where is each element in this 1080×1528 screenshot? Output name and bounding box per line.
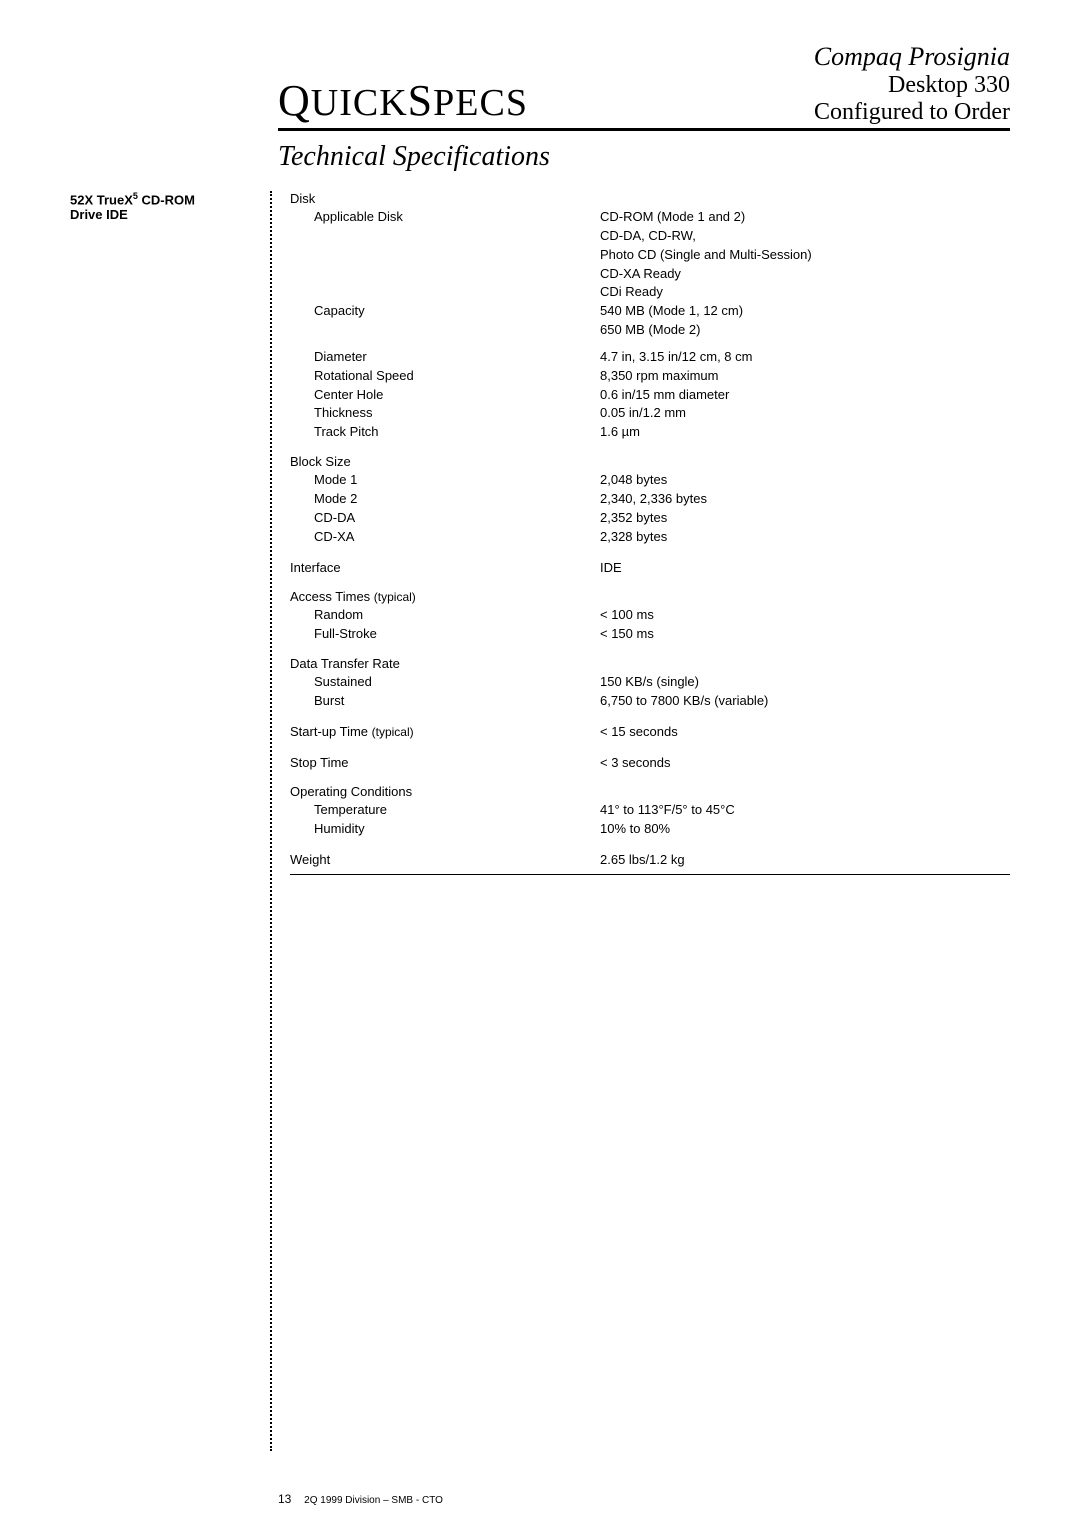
section-title: Technical Specifications [278,141,1010,173]
label-thickness: Thickness [290,404,600,423]
group-disk: Disk [290,191,1010,206]
product-config: Configured to Order [814,99,1010,126]
value-startup: < 15 seconds [600,723,1010,742]
row-center-hole: Center Hole0.6 in/15 mm diameter [290,386,1010,405]
label-startup: Start-up Time (typical) [290,723,600,742]
row-thickness: Thickness0.05 in/1.2 mm [290,404,1010,423]
brand-s: S [408,76,433,125]
group-dtr: Data Transfer Rate [290,656,1010,671]
cap-line-0: 540 MB (Mode 1, 12 cm) [600,302,1010,321]
sidebar-title-post: CD-ROM [138,192,195,207]
value-diameter: 4.7 in, 3.15 in/12 cm, 8 cm [600,348,1010,367]
row-temperature: Temperature41° to 113°F/5° to 45°C [290,801,1010,820]
value-sustained: 150 KB/s (single) [600,673,1010,692]
startup-label-pre: Start-up Time [290,724,372,739]
row-random: Random< 100 ms [290,606,1010,625]
row-applicable-disk: Applicable Disk CD-ROM (Mode 1 and 2) CD… [290,208,1010,302]
sidebar-title-line2: Drive IDE [70,207,262,222]
access-label-pre: Access Times [290,589,374,604]
row-stop: Stop Time< 3 seconds [290,754,1010,773]
value-interface: IDE [600,559,1010,578]
label-cdda: CD-DA [290,509,600,528]
row-mode1: Mode 12,048 bytes [290,471,1010,490]
label-temperature: Temperature [290,801,600,820]
brand-q: Q [278,76,311,125]
label-stop: Stop Time [290,754,600,773]
row-cdxa: CD-XA2,328 bytes [290,528,1010,547]
footer-text: 2Q 1999 Division – SMB - CTO [304,1495,443,1506]
row-humidity: Humidity10% to 80% [290,820,1010,839]
sidebar-component-title: 52X TrueX5 CD-ROM Drive IDE [70,191,270,1451]
value-burst: 6,750 to 7800 KB/s (variable) [600,692,1010,711]
label-sustained: Sustained [290,673,600,692]
row-sustained: Sustained150 KB/s (single) [290,673,1010,692]
value-thickness: 0.05 in/1.2 mm [600,404,1010,423]
startup-label-annot: (typical) [372,725,414,739]
page-header: QUICKSPECS Compaq Prosignia Desktop 330 … [278,42,1010,131]
group-access-times: Access Times (typical) [290,589,1010,604]
label-center-hole: Center Hole [290,386,600,405]
row-full-stroke: Full-Stroke< 150 ms [290,625,1010,644]
label-rotational-speed: Rotational Speed [290,367,600,386]
value-capacity: 540 MB (Mode 1, 12 cm) 650 MB (Mode 2) [600,302,1010,340]
value-mode2: 2,340, 2,336 bytes [600,490,1010,509]
row-capacity: Capacity 540 MB (Mode 1, 12 cm) 650 MB (… [290,302,1010,340]
value-weight: 2.65 lbs/1.2 kg [600,851,1010,870]
product-model: Desktop 330 [814,72,1010,99]
cap-line-1: 650 MB (Mode 2) [600,321,1010,340]
row-interface: InterfaceIDE [290,559,1010,578]
value-mode1: 2,048 bytes [600,471,1010,490]
row-rotational-speed: Rotational Speed8,350 rpm maximum [290,367,1010,386]
label-random: Random [290,606,600,625]
row-diameter: Diameter4.7 in, 3.15 in/12 cm, 8 cm [290,348,1010,367]
sidebar-title-pre: 52X TrueX [70,192,133,207]
brand-uick: UICK [311,82,408,124]
group-opcond: Operating Conditions [290,784,1010,799]
row-cdda: CD-DA2,352 bytes [290,509,1010,528]
value-humidity: 10% to 80% [600,820,1010,839]
value-cdxa: 2,328 bytes [600,528,1010,547]
ad-line-2: Photo CD (Single and Multi-Session) [600,246,1010,265]
row-startup: Start-up Time (typical)< 15 seconds [290,723,1010,742]
group-block-size: Block Size [290,454,1010,469]
label-mode1: Mode 1 [290,471,600,490]
specs-table: Disk Applicable Disk CD-ROM (Mode 1 and … [278,191,1010,1451]
value-cdda: 2,352 bytes [600,509,1010,528]
ad-line-1: CD-DA, CD-RW, [600,227,1010,246]
label-interface: Interface [290,559,600,578]
row-track-pitch: Track Pitch1.6 µm [290,423,1010,442]
row-mode2: Mode 22,340, 2,336 bytes [290,490,1010,509]
label-applicable-disk: Applicable Disk [290,208,600,302]
ad-line-4: CDi Ready [600,283,1010,302]
label-burst: Burst [290,692,600,711]
row-burst: Burst6,750 to 7800 KB/s (variable) [290,692,1010,711]
value-center-hole: 0.6 in/15 mm diameter [600,386,1010,405]
label-humidity: Humidity [290,820,600,839]
page-number: 13 [278,1492,291,1506]
row-weight: Weight2.65 lbs/1.2 kg [290,851,1010,875]
label-track-pitch: Track Pitch [290,423,600,442]
value-temperature: 41° to 113°F/5° to 45°C [600,801,1010,820]
ad-line-0: CD-ROM (Mode 1 and 2) [600,208,1010,227]
product-name: Compaq Prosignia [814,42,1010,72]
value-random: < 100 ms [600,606,1010,625]
brand-title: QUICKSPECS [278,75,528,126]
value-stop: < 3 seconds [600,754,1010,773]
access-label-annot: (typical) [374,590,416,604]
brand-pecs: PECS [433,82,528,124]
ad-line-3: CD-XA Ready [600,265,1010,284]
value-rotational-speed: 8,350 rpm maximum [600,367,1010,386]
value-applicable-disk: CD-ROM (Mode 1 and 2) CD-DA, CD-RW, Phot… [600,208,1010,302]
dotted-divider [270,191,278,1451]
label-capacity: Capacity [290,302,600,340]
product-block: Compaq Prosignia Desktop 330 Configured … [814,42,1010,126]
label-diameter: Diameter [290,348,600,367]
label-full-stroke: Full-Stroke [290,625,600,644]
label-cdxa: CD-XA [290,528,600,547]
label-weight: Weight [290,851,600,870]
value-track-pitch: 1.6 µm [600,423,1010,442]
page-footer: 13 2Q 1999 Division – SMB - CTO [278,1492,443,1506]
value-full-stroke: < 150 ms [600,625,1010,644]
label-mode2: Mode 2 [290,490,600,509]
